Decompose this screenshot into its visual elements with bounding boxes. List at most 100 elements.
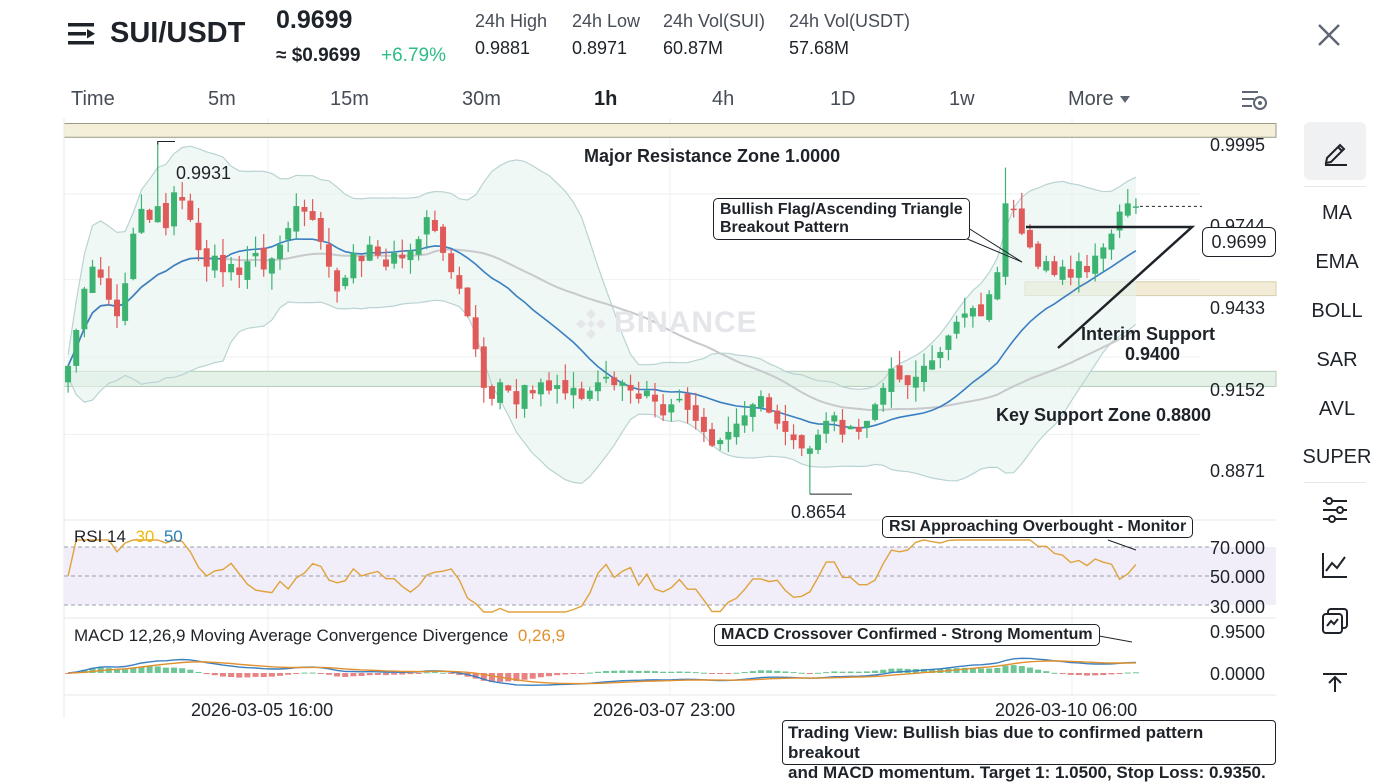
indicator-ema[interactable]: EMA (1315, 251, 1359, 273)
candle-body (301, 206, 308, 212)
collapse-icon[interactable] (1320, 664, 1350, 694)
tab-15m[interactable]: 15m (330, 88, 369, 110)
indicator-boll[interactable]: BOLL (1311, 300, 1363, 322)
rsi-line (67, 539, 1137, 613)
indicator-settings-icon[interactable] (1320, 496, 1350, 524)
macd-histogram-bar (277, 673, 284, 676)
candle-body (203, 248, 210, 267)
macd-title-text: MACD 12,26,9 Moving Average Convergence … (74, 626, 509, 645)
macd-histogram-bar (1018, 666, 1025, 673)
candle-body (676, 398, 683, 401)
macd-histogram-bar (187, 669, 194, 673)
candle-body (317, 217, 324, 242)
macd-histogram-bar (407, 673, 414, 675)
macd-histogram-bar (562, 673, 569, 675)
candle-body (1051, 261, 1058, 275)
macd-histogram-bar (749, 671, 756, 673)
macd-histogram-bar (537, 673, 544, 678)
candle-body (627, 384, 634, 391)
tab-5m[interactable]: 5m (208, 88, 236, 110)
candle-body (521, 385, 528, 409)
macd-level-label: 0.0000 (1210, 664, 1266, 684)
candle-body (1002, 203, 1009, 277)
macd-histogram-bar (676, 671, 683, 673)
macd-histogram-bar (423, 672, 430, 674)
candle-body (374, 246, 381, 256)
macd-histogram-bar (268, 673, 275, 677)
stat-24h-high-value: 0.9881 (475, 38, 531, 58)
tab-more-label: More (1068, 88, 1114, 110)
candle-body (505, 385, 512, 391)
y-axis-label: 0.9433 (1210, 298, 1266, 318)
macd-params: 0,26,9 (517, 626, 566, 645)
tab-1d[interactable]: 1D (830, 88, 856, 110)
macd-histogram-bar (684, 671, 691, 673)
indicator-super[interactable]: SUPER (1302, 446, 1372, 468)
draw-tool-button[interactable] (1304, 122, 1366, 180)
rsi-pointer-line (1107, 539, 1137, 551)
macd-histogram-bar (171, 667, 178, 673)
candle-body (847, 426, 854, 430)
key-support-zone-label: Key Support Zone 0.8800 (996, 405, 1212, 425)
menu-icon[interactable] (66, 20, 98, 48)
tab-1h[interactable]: 1h (594, 88, 618, 110)
candle-body (415, 239, 422, 255)
macd-histogram-bar (823, 672, 830, 674)
low-price-label: 0.8654 (791, 502, 847, 522)
tab-more[interactable]: More (1068, 88, 1130, 111)
rsi-param-50: 50 (163, 527, 183, 546)
tab-4h[interactable]: 4h (712, 88, 735, 110)
candle-body (782, 421, 789, 432)
candle-body (749, 404, 756, 417)
indicator-ma[interactable]: MA (1322, 202, 1352, 224)
macd-signal-line (68, 660, 1136, 685)
macd-histogram-bar (651, 671, 658, 673)
indicator-sar[interactable]: SAR (1316, 349, 1358, 371)
rsi-annotation: RSI Approaching Overbought - Monitor (882, 516, 1194, 538)
macd-histogram-bar (594, 671, 601, 673)
candle-body (513, 391, 520, 405)
close-icon[interactable] (1316, 22, 1342, 48)
macd-histogram-bar (391, 673, 398, 675)
pair-title[interactable]: SUI/USDT (110, 17, 246, 49)
macd-histogram-bar (798, 672, 805, 674)
tab-time[interactable]: Time (71, 88, 115, 110)
candle-body (350, 252, 357, 279)
candle-body (122, 283, 129, 321)
indicator-avl[interactable]: AVL (1318, 398, 1356, 420)
candle-body (488, 386, 495, 399)
candle-body (929, 360, 936, 370)
x-axis-label: 2026-03-05 16:00 (191, 700, 334, 720)
template-icon[interactable] (1320, 606, 1350, 636)
macd-histogram-bar (203, 673, 210, 675)
macd-histogram-bar (236, 673, 243, 678)
candle-body (277, 244, 284, 260)
candle-body (423, 217, 430, 235)
macd-histogram-bar (831, 671, 838, 673)
macd-histogram-bar (342, 673, 349, 677)
line-chart-icon[interactable] (1320, 550, 1350, 580)
tab-30m[interactable]: 30m (462, 88, 501, 110)
candle-body (154, 206, 161, 223)
candle-body (774, 410, 781, 424)
slow-moving-average-line (67, 248, 1137, 412)
macd-histogram-bar (554, 673, 561, 676)
candle-body (448, 253, 455, 273)
macd-histogram-bar (1124, 672, 1131, 674)
chart-settings-icon[interactable] (1240, 88, 1268, 112)
tab-1w[interactable]: 1w (949, 88, 975, 110)
stat-24h-vol-base-label: 24h Vol(SUI) (663, 11, 766, 31)
macd-histogram-bar (660, 671, 667, 673)
moving-average-line (67, 238, 1137, 429)
candle-body (839, 419, 846, 435)
candle-body (97, 269, 104, 278)
macd-histogram-bar (863, 671, 870, 673)
stat-24h-high-label: 24h High (475, 11, 548, 31)
price-change: +6.79% (381, 45, 446, 66)
candle-body (81, 288, 88, 330)
macd-histogram-bar (456, 673, 463, 676)
macd-histogram-bar (1010, 665, 1017, 673)
rsi-param-30: 30 (135, 527, 155, 546)
candle-body (219, 255, 226, 273)
